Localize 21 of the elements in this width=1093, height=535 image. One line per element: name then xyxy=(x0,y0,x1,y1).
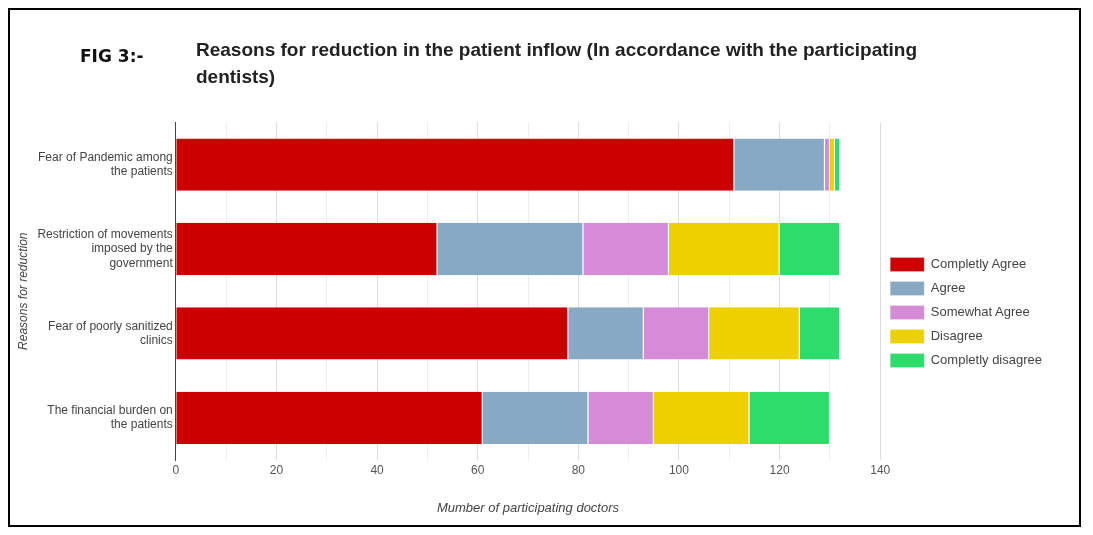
chart-title: Reasons for reduction in the patient inflow (In accordance with the participating dentists) xyxy=(196,38,919,89)
y-tick-label: Fear of poorly sanitized clinics xyxy=(48,318,173,347)
legend-label: Disagree xyxy=(930,328,983,344)
legend-label: Somewhat Agree xyxy=(930,304,1030,320)
y-tick-label: Restriction of movements imposed by the government xyxy=(37,226,174,270)
legend-label: Completly disagree xyxy=(930,352,1043,368)
x-tick-label: 0 xyxy=(172,462,180,477)
y-tick-label: The financial burden on the patients xyxy=(47,402,173,432)
x-tick-label: 140 xyxy=(870,462,891,477)
x-tick-label: 40 xyxy=(370,462,385,477)
x-axis-title: Mumber of participating doctors xyxy=(436,499,620,515)
x-tick-label: 120 xyxy=(769,462,790,477)
x-tick-label: 80 xyxy=(571,462,586,477)
legend-label: Agree xyxy=(930,280,966,296)
legend-label: Completly Agree xyxy=(930,256,1027,272)
x-tick-label: 60 xyxy=(471,462,485,477)
y-axis-title: Reasons for reduction xyxy=(15,232,30,350)
x-tick-label: 20 xyxy=(269,462,284,477)
x-tick-label: 100 xyxy=(668,462,690,477)
caption: FIG 3:- xyxy=(80,46,144,66)
y-tick-label: Fear of Pandemic among the patients xyxy=(38,149,173,179)
